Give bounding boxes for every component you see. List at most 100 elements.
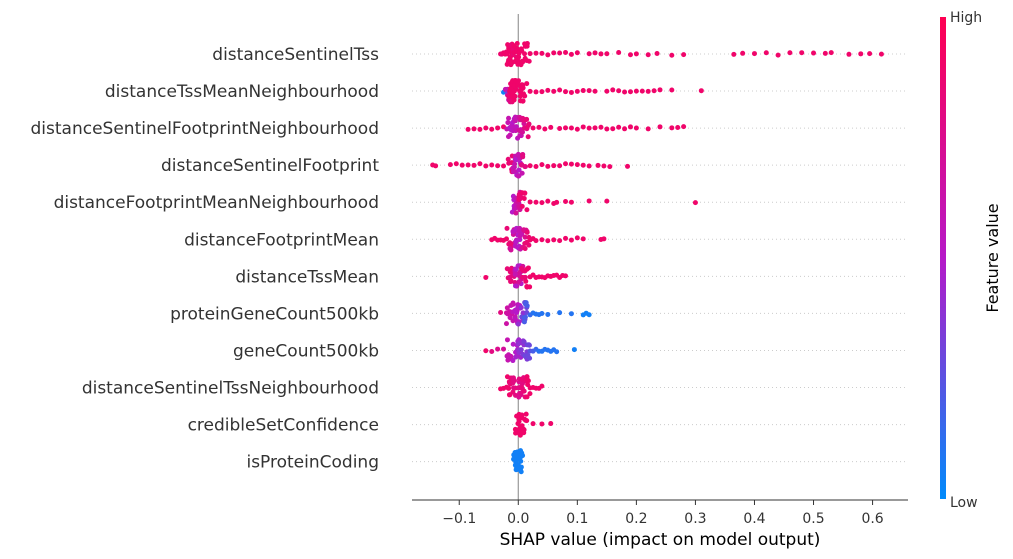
x-tick-label: 0.1 (566, 511, 588, 527)
shap-point (523, 411, 529, 417)
shap-point (524, 116, 530, 122)
shap-point (517, 133, 523, 139)
shap-point (669, 87, 675, 93)
shap-point (551, 237, 557, 243)
shap-point (698, 88, 704, 94)
shap-point (568, 89, 574, 95)
shap-point (568, 311, 574, 317)
shap-point (489, 349, 495, 355)
shap-point (568, 51, 574, 57)
shap-point (519, 412, 525, 418)
shap-point (515, 321, 521, 327)
shap-point (518, 162, 524, 168)
shap-point (574, 235, 580, 241)
shap-point (604, 88, 610, 94)
shap-point (586, 51, 592, 57)
shap-point (598, 124, 604, 130)
shap-point (574, 162, 580, 168)
shap-point (508, 279, 514, 285)
shap-point (516, 78, 522, 84)
shap-point (751, 51, 757, 57)
shap-point (610, 126, 616, 132)
feature-label: proteinGeneCount500kb (170, 304, 379, 324)
x-tick-label: 0.4 (743, 511, 765, 527)
shap-point (592, 125, 598, 131)
shap-point (524, 418, 530, 424)
shap-point (633, 125, 639, 131)
shap-point (515, 173, 521, 179)
shap-point (568, 237, 574, 243)
shap-point (610, 87, 616, 93)
shap-point (505, 311, 511, 317)
colorbar-high-label: High (950, 10, 982, 26)
shap-point (510, 165, 516, 171)
shap-point (669, 125, 675, 131)
shap-point (533, 50, 539, 56)
shap-point (554, 349, 560, 355)
shap-point (520, 453, 526, 459)
shap-point (775, 52, 781, 58)
shap-point (554, 199, 560, 205)
shap-point (505, 120, 511, 126)
shap-point (523, 278, 529, 284)
shap-point (681, 52, 687, 58)
shap-point (519, 385, 525, 391)
shap-point (545, 87, 551, 93)
shap-point (557, 310, 563, 316)
shap-point (574, 50, 580, 56)
colorbar-low-label: Low (950, 495, 978, 511)
shap-point (513, 354, 519, 360)
shap-point (530, 125, 536, 131)
shap-point (604, 198, 610, 204)
shap-point (539, 89, 545, 95)
shap-point (867, 51, 873, 57)
shap-point (522, 246, 528, 252)
x-tick-label: −0.1 (442, 511, 476, 527)
shap-point (616, 124, 622, 130)
shap-point (633, 51, 639, 57)
x-tick-label: 0.2 (625, 511, 647, 527)
shap-point (586, 163, 592, 169)
shap-point (489, 126, 495, 132)
shap-point (539, 237, 545, 243)
shap-point (433, 163, 439, 169)
shap-point (526, 242, 532, 248)
shap-point (477, 161, 483, 167)
shap-point (516, 196, 522, 202)
shap-point (519, 129, 525, 135)
shap-point (520, 98, 526, 104)
shap-point (527, 88, 533, 94)
shap-point (557, 163, 563, 169)
shap-point (604, 51, 610, 57)
shap-point (522, 190, 528, 196)
feature-label: distanceTssMeanNeighbourhood (105, 82, 379, 102)
shap-point (563, 198, 569, 204)
shap-point (545, 311, 551, 317)
shap-point (811, 50, 817, 56)
shap-point (521, 339, 527, 345)
shap-point (515, 151, 521, 157)
shap-point (517, 431, 523, 437)
feature-label: distanceFootprintMeanNeighbourhood (54, 193, 379, 213)
shap-point (580, 124, 586, 130)
shap-point (483, 274, 489, 280)
shap-point (512, 426, 518, 432)
shap-point (563, 125, 569, 131)
shap-point (501, 163, 507, 169)
grid-layer (412, 53, 908, 463)
shap-point (495, 125, 501, 131)
shap-point (645, 88, 651, 94)
shap-point (536, 124, 542, 130)
shap-point (681, 124, 687, 130)
shap-point (787, 50, 793, 56)
shap-point (563, 235, 569, 241)
shap-point (527, 284, 533, 290)
shap-point (517, 237, 523, 243)
shap-point (519, 376, 525, 382)
shap-point (521, 319, 527, 325)
shap-point (598, 51, 604, 57)
shap-point (510, 375, 516, 381)
shap-point (574, 88, 580, 94)
